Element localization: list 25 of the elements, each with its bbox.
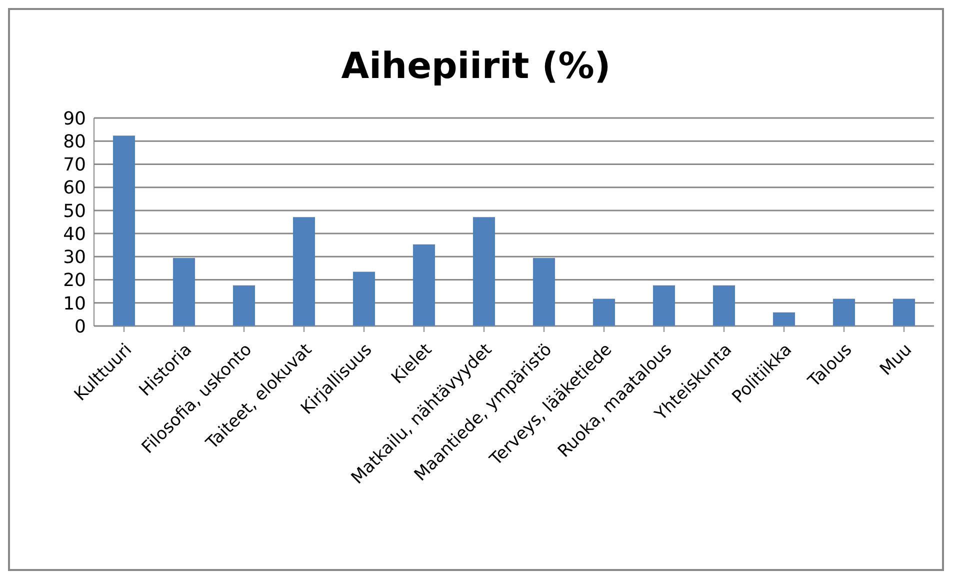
bar <box>773 312 795 326</box>
bar <box>353 272 375 326</box>
bar <box>113 136 135 326</box>
bar <box>293 217 315 326</box>
bar <box>233 285 255 326</box>
y-tick-label: 30 <box>63 247 86 268</box>
bar <box>593 298 615 326</box>
y-tick-label: 20 <box>63 270 86 292</box>
y-tick-label: 70 <box>63 154 86 176</box>
bar <box>533 258 555 326</box>
y-tick-label: 80 <box>63 132 86 152</box>
y-tick-label: 40 <box>63 224 86 245</box>
bar <box>473 217 495 326</box>
y-tick-label: 10 <box>63 293 86 314</box>
y-tick-label: 0 <box>74 316 86 338</box>
bar <box>173 258 195 326</box>
bar <box>653 285 675 326</box>
bar <box>893 298 915 326</box>
chart-title: Aihepiirit (%) <box>340 46 612 89</box>
y-tick-label: 90 <box>63 108 86 130</box>
y-tick-label: 60 <box>63 178 86 199</box>
bar <box>713 285 735 326</box>
bar <box>833 298 855 326</box>
bar <box>413 244 435 326</box>
y-tick-label: 50 <box>63 200 86 222</box>
